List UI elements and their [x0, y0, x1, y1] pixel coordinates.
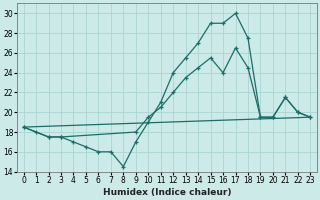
X-axis label: Humidex (Indice chaleur): Humidex (Indice chaleur) — [103, 188, 231, 197]
